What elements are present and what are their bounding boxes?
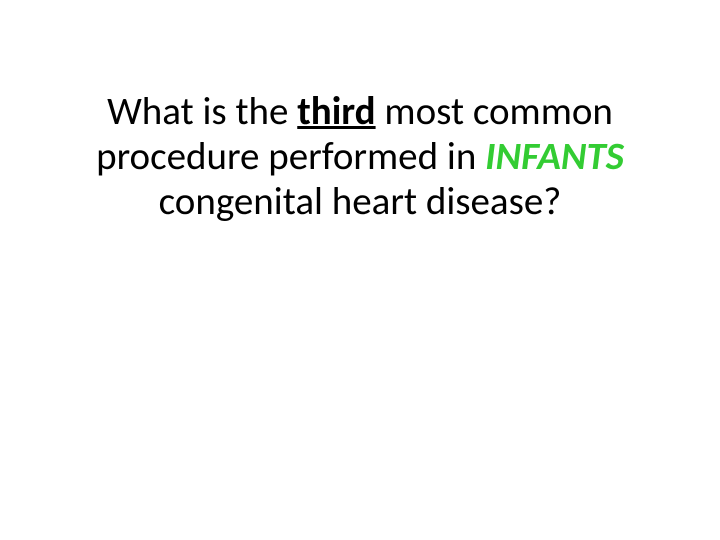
slide-title: What is the third most common procedure … [0, 90, 720, 225]
title-line-1: What is the third most common [0, 90, 720, 135]
title-line-2: procedure performed in INFANTS [0, 135, 720, 180]
text-segment: What is the [107, 88, 297, 135]
title-line-3: congenital heart disease? [0, 180, 720, 225]
text-segment-infants: INFANTS [485, 133, 624, 180]
text-segment: procedure performed in [96, 133, 485, 180]
text-segment: congenital heart disease? [159, 178, 562, 225]
text-segment-bold-underline: third [297, 88, 375, 135]
slide: What is the third most common procedure … [0, 0, 720, 540]
text-segment: most common [376, 88, 613, 135]
